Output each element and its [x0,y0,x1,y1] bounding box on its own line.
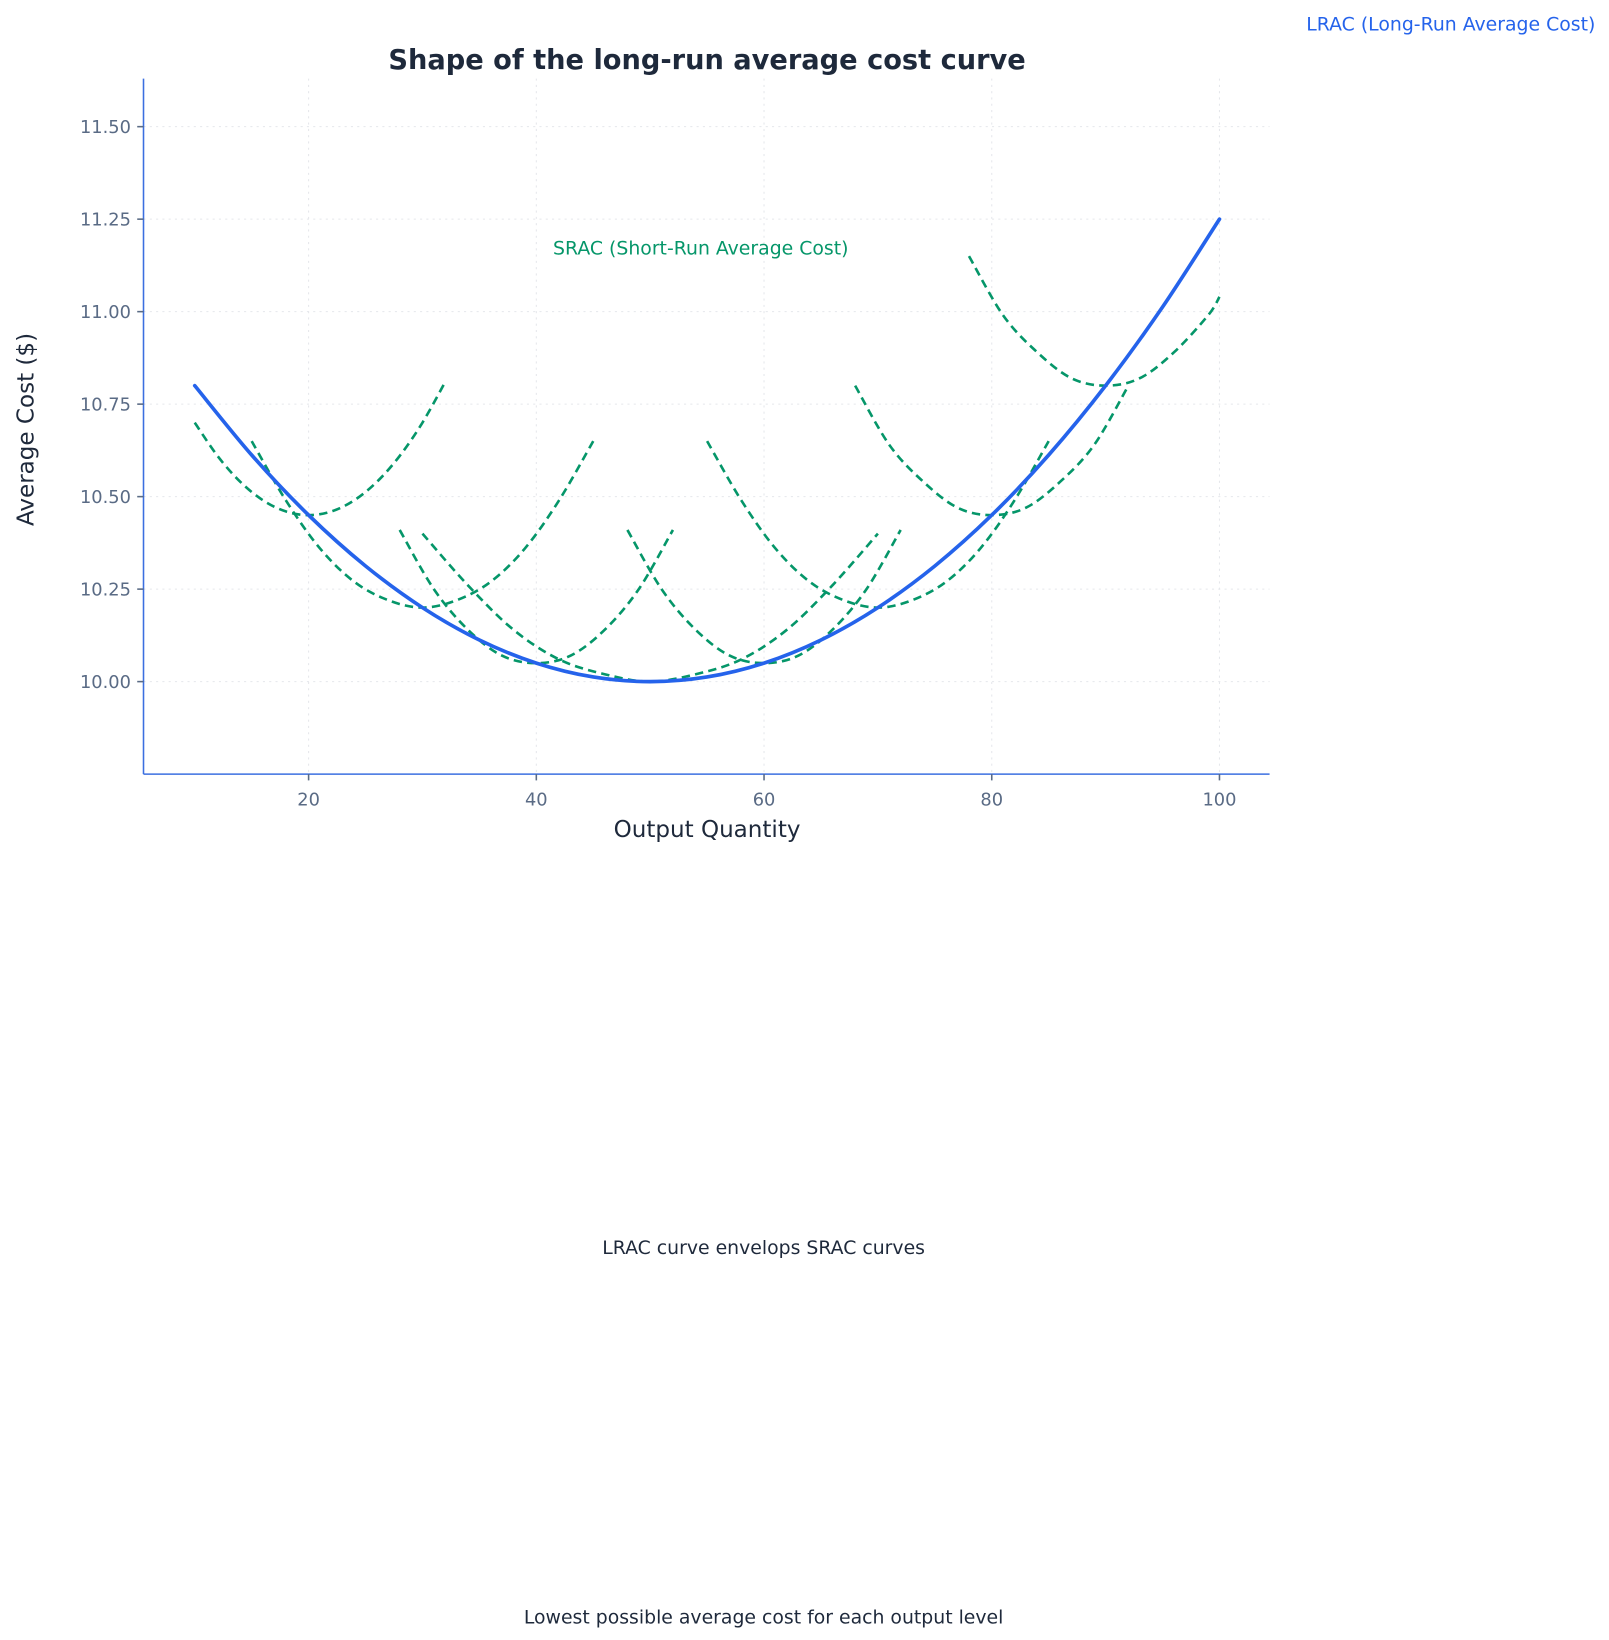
ticks: 20 40 60 80 100 10.00 10.25 10.50 10.75 11.00 11.2… [80,117,1236,811]
x-tick-label: 40 [525,790,548,811]
srac-curve [421,532,879,683]
srac-curve [193,381,447,517]
chart-title: Shape of the long-run average cost curve [388,45,1025,76]
x-axis-label: Output Quantity [614,817,801,843]
lrac-label: LRAC (Long-Run Average Cost) [1306,14,1595,35]
x-tick-label: 100 [1202,790,1236,811]
srac-label: SRAC (Short-Run Average Cost) [553,239,848,260]
y-tick-label: 11.25 [80,209,131,230]
lrac-curve [192,217,1222,684]
y-tick-label: 10.75 [80,394,131,415]
y-tick-label: 10.25 [80,579,131,600]
srac-curve [705,440,1050,609]
y-tick-label: 10.50 [80,487,131,508]
srac-curve [398,529,675,665]
srac-curve [250,440,595,609]
x-tick-label: 80 [980,790,1003,811]
x-tick-label: 20 [297,790,320,811]
srac-curve [626,529,902,665]
lowest-cost-annotation: Lowest possible average cost for each ou… [524,1608,1004,1629]
grid [143,78,1270,775]
y-tick-label: 11.00 [80,302,131,323]
y-tick-label: 11.50 [80,117,131,138]
y-tick-label: 10.00 [80,672,131,693]
envelope-annotation: LRAC curve envelops SRAC curves [602,1238,925,1259]
curves [192,217,1222,684]
y-axis-label: Average Cost ($) [14,333,40,526]
x-tick-label: 60 [753,790,776,811]
